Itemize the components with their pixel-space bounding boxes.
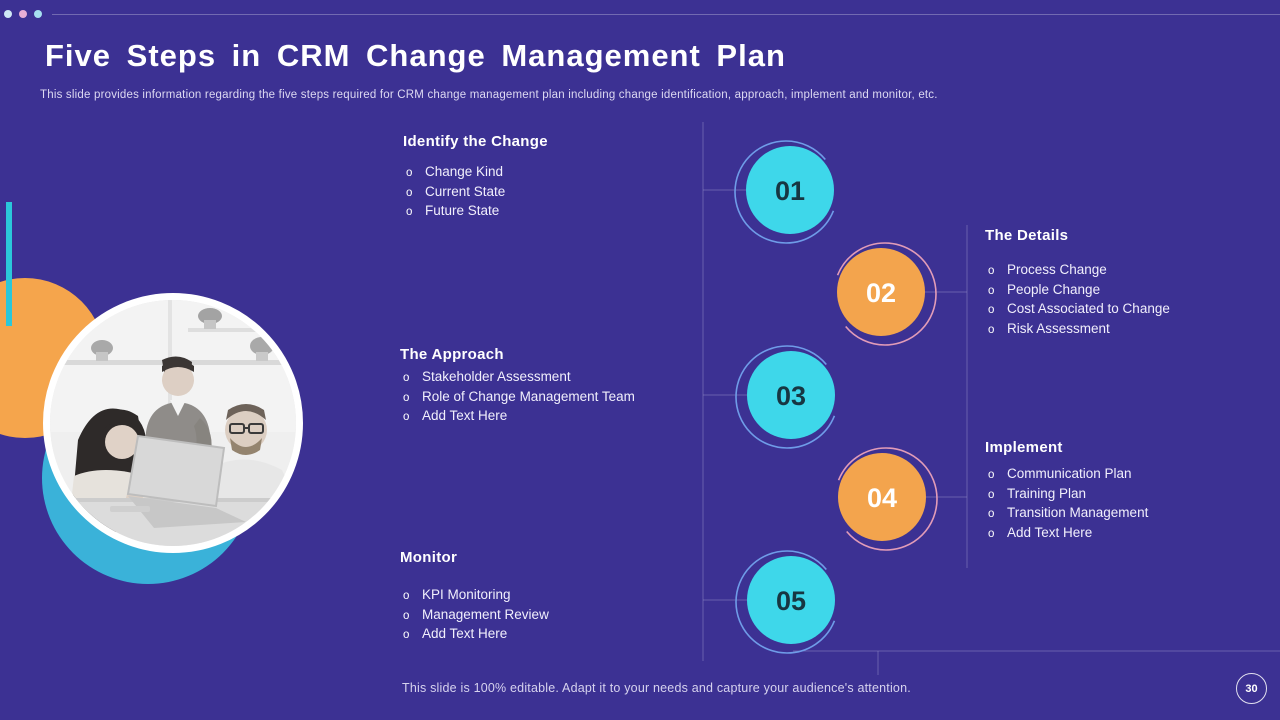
step-circle-3[interactable] (747, 351, 835, 439)
bullet-marker: o (988, 488, 995, 501)
teal-bar-decoration (6, 202, 12, 326)
bullet-marker: o (403, 391, 410, 404)
list-item-label: Role of Change Management Team (422, 388, 635, 404)
timeline-connector-lines (702, 122, 1280, 675)
ring-step-5 (735, 550, 839, 654)
bullet-marker: o (406, 167, 413, 179)
page-title: Five Steps in CRM Change Management Plan (45, 38, 786, 73)
section-identify-the-change: Identify the Change o Change Kind o Curren… (403, 133, 548, 222)
bullet-marker: o (988, 508, 995, 521)
window-dot-icon[interactable] (19, 10, 27, 18)
list-item-label: Add Text Here (1007, 524, 1093, 540)
ring-step-2 (833, 242, 937, 346)
list-item: o Add Text Here (985, 524, 1148, 544)
list-item-label: Add Text Here (422, 626, 508, 642)
list-item: o Cost Associated to Change (985, 300, 1170, 320)
team-photo-illustration (50, 300, 296, 546)
step-circle-4[interactable] (838, 453, 926, 541)
list-item: o Training Plan (985, 485, 1148, 505)
step-number-3: 03 (776, 381, 806, 411)
section-monitor: Monitor o KPI Monitoring o Management Revi… (400, 549, 549, 645)
section-title: Identify the Change (403, 133, 548, 150)
step-number-5: 05 (776, 586, 806, 616)
list-item-label: Change Kind (425, 164, 504, 179)
section-title: Monitor (400, 549, 458, 566)
bullet-marker: o (988, 527, 995, 540)
list-item: o Add Text Here (400, 407, 635, 427)
bullet-marker: o (988, 323, 995, 336)
list-item-label: Future State (425, 203, 500, 219)
bullet-marker: o (403, 629, 410, 642)
bullet-marker: o (988, 469, 995, 481)
bullet-marker: o (403, 590, 410, 602)
section-title: The Details (985, 227, 1069, 244)
bullet-marker: o (988, 265, 995, 277)
step-number-4: 04 (867, 483, 897, 513)
list-item-label: Risk Assessment (1007, 320, 1110, 336)
list-item: o People Change (985, 281, 1170, 301)
bullet-marker: o (988, 284, 995, 297)
list-item: o Transition Management (985, 504, 1148, 524)
list-item-label: KPI Monitoring (422, 587, 511, 602)
list-item-label: Transition Management (1007, 505, 1149, 521)
list-item: o KPI Monitoring (400, 586, 549, 606)
window-controls (4, 10, 42, 18)
step-rings (734, 140, 938, 654)
list-item: o Risk Assessment (985, 320, 1170, 340)
list-item-label: Cost Associated to Change (1007, 301, 1170, 317)
page-subtitle: This slide provides information regardin… (40, 89, 938, 101)
page-number: 30 (1245, 682, 1258, 695)
list-item-label: Current State (425, 183, 506, 199)
bullet-marker: o (403, 411, 410, 424)
list-item-label: Training Plan (1007, 485, 1087, 501)
list-item: o Add Text Here (400, 625, 549, 645)
list-item: o Communication Plan (985, 465, 1148, 485)
window-dot-icon[interactable] (34, 10, 42, 18)
team-photo (43, 293, 303, 553)
ring-step-3 (735, 345, 839, 449)
top-divider (52, 14, 1280, 15)
list-item: o Current State (403, 183, 548, 203)
list-item-label: People Change (1007, 281, 1101, 297)
bullet-marker: o (988, 304, 995, 317)
step-number-1: 01 (775, 176, 805, 206)
list-item-label: Management Review (422, 606, 549, 622)
step-circle-2[interactable] (837, 248, 925, 336)
bullet-marker: o (403, 372, 410, 384)
step-circle-1[interactable] (746, 146, 834, 234)
ring-step-4 (834, 447, 938, 551)
list-item: o Change Kind (403, 163, 548, 183)
section-the-details: The Details o Process Change o People Chan… (985, 227, 1170, 339)
bullet-marker: o (406, 206, 413, 219)
page-number-badge: 30 (1236, 673, 1267, 704)
list-item: o Management Review (400, 606, 549, 626)
ring-step-1 (734, 140, 838, 244)
section-implement: Implement o Communication Plan o Training … (985, 439, 1148, 543)
section-title: Implement (985, 439, 1063, 456)
footer-note: This slide is 100% editable. Adapt it to… (402, 681, 911, 695)
section-the-approach: The Approach o Stakeholder Assessment o Ro… (400, 346, 635, 427)
timeline-graphic: 01 02 03 04 05 (702, 122, 1280, 675)
list-item-label: Process Change (1007, 262, 1107, 277)
list-item: o Future State (403, 202, 548, 222)
list-item: o Stakeholder Assessment (400, 368, 635, 388)
list-item-label: Stakeholder Assessment (422, 369, 571, 384)
bullet-marker: o (406, 186, 413, 199)
step-circle-5[interactable] (747, 556, 835, 644)
list-item-label: Add Text Here (422, 408, 508, 424)
step-number-2: 02 (866, 278, 896, 308)
section-title: The Approach (400, 346, 504, 363)
window-dot-icon[interactable] (4, 10, 12, 18)
bullet-marker: o (403, 609, 410, 622)
list-item: o Process Change (985, 261, 1170, 281)
list-item-label: Communication Plan (1007, 466, 1132, 481)
list-item: o Role of Change Management Team (400, 388, 635, 408)
